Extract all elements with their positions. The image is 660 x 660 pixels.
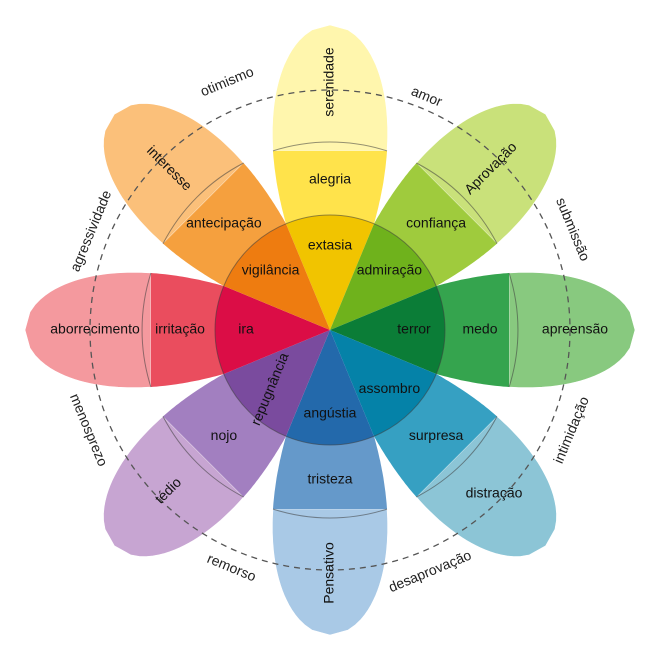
petal-fear-outer bbox=[508, 272, 636, 388]
petal-sadness bbox=[272, 330, 388, 636]
dyad-5: remorso bbox=[205, 550, 259, 585]
middle-separator bbox=[272, 508, 388, 519]
petal-disgust-middle bbox=[163, 374, 286, 497]
petal-sadness-outer bbox=[272, 508, 388, 636]
petal-surprise-outer bbox=[415, 415, 557, 557]
label-middle-trust: confiança bbox=[406, 215, 466, 231]
label-outer-sadness: Pensativo bbox=[321, 542, 337, 604]
label-middle-anger: irritação bbox=[155, 321, 205, 337]
petal-disgust bbox=[103, 330, 330, 557]
petal-anger-outer bbox=[24, 272, 152, 388]
label-outer-fear: apreensão bbox=[542, 321, 608, 337]
petal-surprise-inner bbox=[330, 330, 437, 437]
petal-trust-inner bbox=[330, 223, 437, 330]
petals bbox=[24, 24, 636, 636]
petal-surprise-middle bbox=[374, 374, 497, 497]
label-outer-surprise: distração bbox=[466, 485, 523, 501]
petal-trust bbox=[330, 103, 557, 330]
label-inner-surprise: assombro bbox=[359, 380, 421, 396]
petal-fear-middle bbox=[436, 273, 510, 387]
label-middle-anticipation: antecipação bbox=[186, 215, 262, 231]
petal-joy-inner bbox=[286, 215, 374, 330]
petal-anger bbox=[24, 272, 330, 388]
petal-surprise bbox=[330, 330, 557, 557]
petal-anticipation-inner bbox=[223, 223, 330, 330]
petal-sadness-inner bbox=[286, 330, 374, 445]
middle-separator bbox=[416, 162, 498, 244]
petal-anger-middle bbox=[150, 273, 224, 387]
petal-anticipation-outer bbox=[103, 103, 245, 245]
label-inner-joy: extasia bbox=[308, 237, 353, 253]
label-inner-sadness: angústia bbox=[304, 405, 357, 421]
petal-anticipation-middle bbox=[163, 163, 286, 286]
label-middle-disgust: nojo bbox=[211, 427, 238, 443]
label-outer-joy: serenidade bbox=[321, 47, 337, 116]
inner-ring bbox=[214, 214, 446, 446]
label-inner-fear: terror bbox=[397, 321, 431, 337]
petal-trust-outer bbox=[415, 103, 557, 245]
label-outer-anger: aborrecimento bbox=[50, 321, 140, 337]
petal-joy-outer bbox=[272, 24, 388, 152]
dyad-2: submissão bbox=[553, 195, 593, 263]
label-middle-sadness: tristeza bbox=[307, 471, 352, 487]
label-inner-anticipation: vigilância bbox=[242, 261, 300, 277]
dyad-1: amor bbox=[409, 83, 445, 110]
petal-fear-inner bbox=[330, 286, 445, 374]
petal-anticipation bbox=[103, 103, 330, 330]
petal-anger-inner bbox=[215, 286, 330, 374]
label-middle-fear: medo bbox=[462, 321, 497, 337]
petal-joy-middle bbox=[273, 150, 387, 224]
middle-separator bbox=[141, 272, 152, 388]
petal-disgust-outer bbox=[103, 415, 245, 557]
dyad-ring bbox=[89, 89, 571, 571]
dyad-8: otimismo bbox=[198, 63, 256, 99]
label-inner-anger: ira bbox=[238, 321, 254, 337]
middle-separator bbox=[416, 416, 498, 498]
petal-joy bbox=[272, 24, 388, 330]
label-inner-trust: admiração bbox=[357, 261, 423, 277]
middle-separator bbox=[162, 416, 244, 498]
label-middle-joy: alegria bbox=[309, 171, 351, 187]
middle-separator bbox=[272, 141, 388, 152]
dyad-4: desaprovação bbox=[386, 547, 474, 596]
dyad-6: menosprezo bbox=[67, 391, 111, 468]
label-middle-surprise: surpresa bbox=[409, 427, 464, 443]
band-separators bbox=[141, 141, 519, 519]
dyad-3: intimidação bbox=[550, 394, 592, 466]
middle-separator bbox=[508, 272, 519, 388]
dyad-7: agressividade bbox=[66, 188, 114, 274]
petal-fear bbox=[330, 272, 636, 388]
middle-separator bbox=[162, 162, 244, 244]
petal-disgust-inner bbox=[223, 330, 330, 437]
petal-trust-middle bbox=[374, 163, 497, 286]
petal-sadness-middle bbox=[273, 436, 387, 510]
